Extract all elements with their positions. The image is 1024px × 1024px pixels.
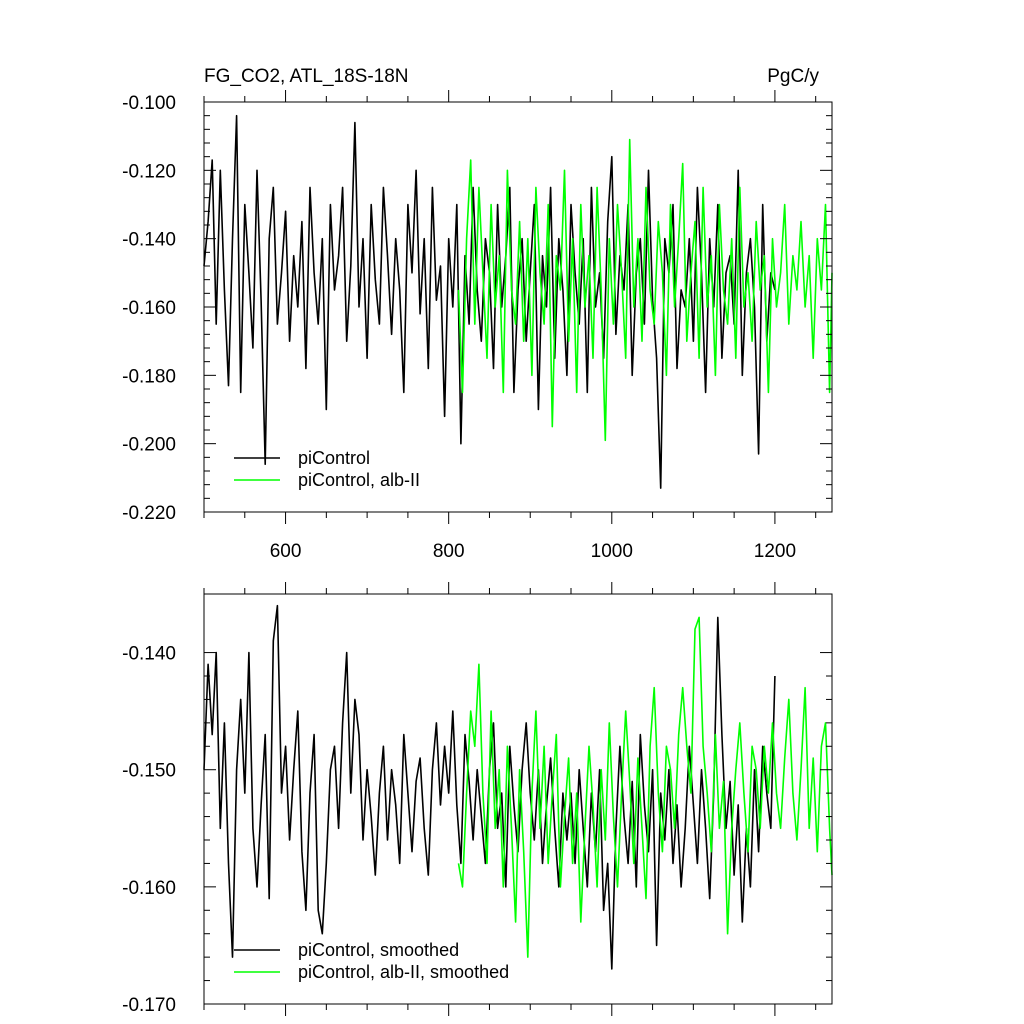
y-tick-label: -0.160 — [122, 878, 176, 899]
y-tick-label: -0.140 — [122, 644, 176, 665]
legend-label: piControl — [298, 448, 370, 468]
chart-units: PgC/y — [767, 66, 819, 87]
legend-label: piControl, smoothed — [298, 940, 459, 960]
series-line-1 — [457, 616, 833, 958]
legend-label: piControl, alb-II — [298, 470, 420, 490]
y-tick-label: -0.170 — [122, 995, 176, 1016]
plot-frame — [203, 593, 833, 1005]
y-tick-label: -0.120 — [122, 161, 176, 182]
y-tick-label: -0.200 — [122, 435, 176, 456]
bottom-panel: -0.170 -0.160 -0.150 -0.140 piControl, smoot… — [122, 582, 833, 1016]
y-tick-label: -0.140 — [122, 230, 176, 251]
top-panel: -0.220 -0.200 -0.180 -0.160 -0.140 -0.120 -0.1… — [122, 90, 833, 562]
x-tick-label: 1200 — [754, 541, 796, 562]
y-tick-label: -0.220 — [122, 503, 176, 524]
y-tick-label: -0.160 — [122, 298, 176, 319]
chart-title: FG_CO2, ATL_18S-18N — [204, 66, 409, 87]
x-tick-label: 1000 — [591, 541, 633, 562]
x-tick-label: 600 — [270, 541, 302, 562]
legend-label: piControl, alb-II, smoothed — [298, 962, 509, 982]
x-tick-label: 800 — [433, 541, 465, 562]
y-tick-label: -0.100 — [122, 93, 176, 114]
y-tick-label: -0.150 — [122, 761, 176, 782]
y-tick-label: -0.180 — [122, 366, 176, 387]
series-line-1 — [457, 138, 833, 442]
